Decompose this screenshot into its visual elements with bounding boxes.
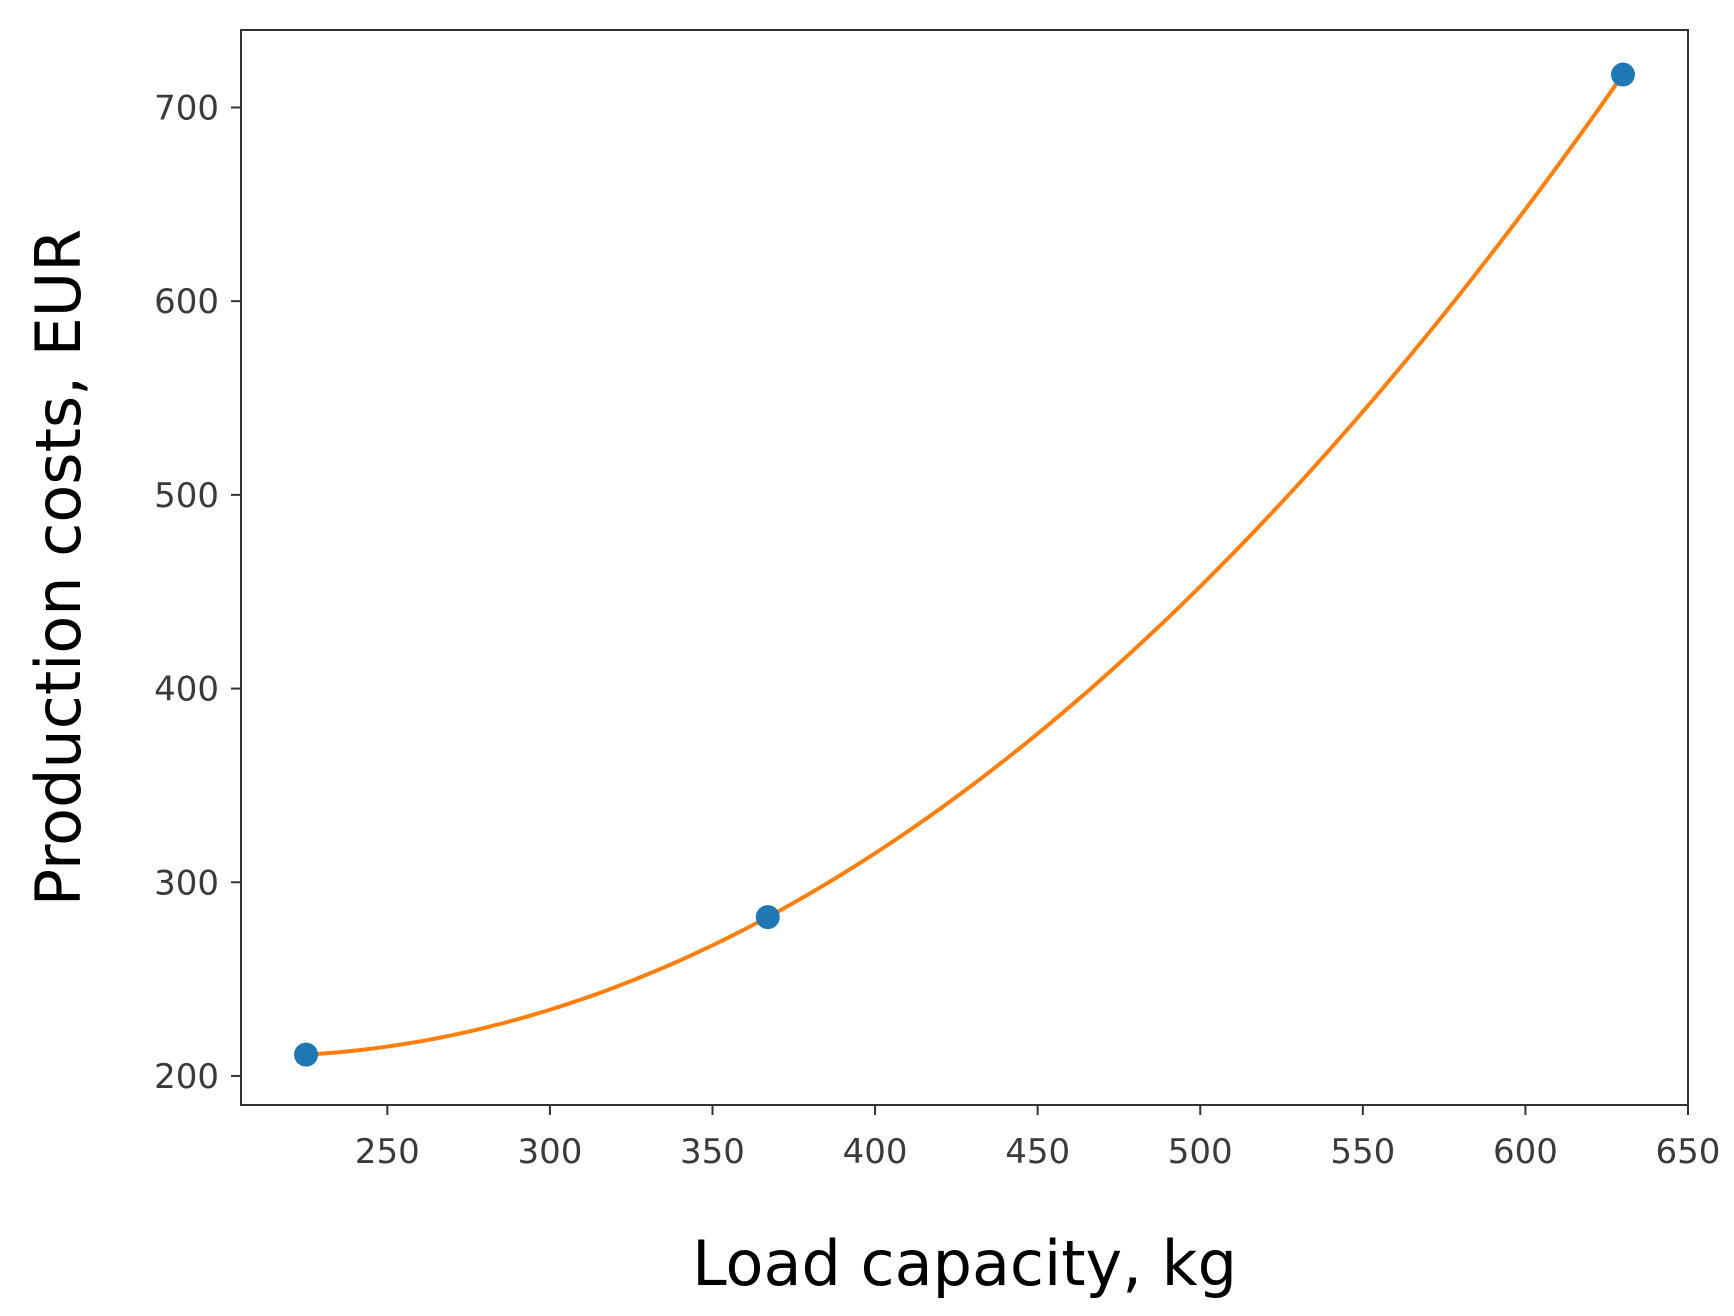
x-axis-label: Load capacity, kg bbox=[692, 1227, 1237, 1300]
x-tick-label: 550 bbox=[1330, 1132, 1395, 1172]
x-tick-label: 300 bbox=[517, 1132, 582, 1172]
y-tick-label: 300 bbox=[154, 863, 219, 903]
data-point bbox=[294, 1042, 319, 1067]
y-axis-label: Production costs, EUR bbox=[22, 229, 95, 907]
x-tick-label: 650 bbox=[1656, 1132, 1721, 1172]
x-tick-label: 400 bbox=[843, 1132, 908, 1172]
y-tick-label: 600 bbox=[154, 282, 219, 322]
data-points bbox=[294, 62, 1635, 1067]
y-axis-ticks: 200 300 400 500 600 700 bbox=[154, 88, 241, 1097]
y-tick-label: 200 bbox=[154, 1057, 219, 1097]
y-tick-label: 400 bbox=[154, 670, 219, 710]
x-tick-label: 250 bbox=[355, 1132, 420, 1172]
x-tick-label: 500 bbox=[1168, 1132, 1233, 1172]
plot-frame bbox=[240, 29, 1689, 1106]
fit-curve-line bbox=[305, 73, 1625, 1057]
x-tick-label: 350 bbox=[680, 1132, 745, 1172]
y-tick-label: 500 bbox=[154, 476, 219, 516]
x-tick-label: 600 bbox=[1493, 1132, 1558, 1172]
x-tick-label: 450 bbox=[1005, 1132, 1070, 1172]
fit-curve-layer bbox=[305, 73, 1625, 1057]
data-point bbox=[755, 905, 780, 930]
x-axis-ticks: 250 300 350 400 450 500 550 600 650 bbox=[355, 1105, 1721, 1172]
data-point bbox=[1610, 62, 1635, 87]
y-tick-label: 700 bbox=[154, 88, 219, 128]
